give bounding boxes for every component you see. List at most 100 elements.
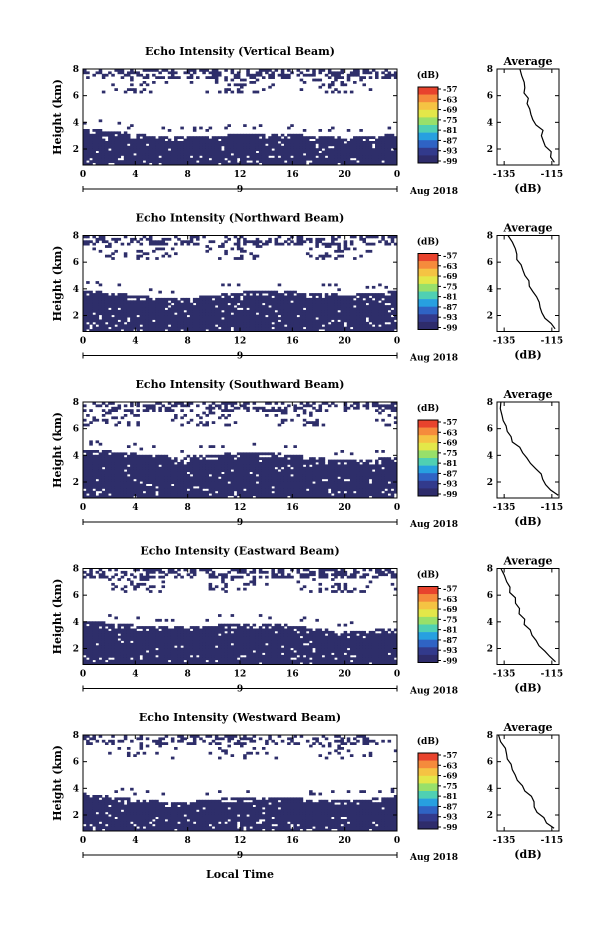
heatmap-cell	[227, 162, 231, 166]
heatmap-cell	[218, 297, 222, 301]
heatmap-cell	[236, 459, 241, 463]
heatmap-cell	[155, 150, 159, 154]
heatmap-cell	[271, 153, 275, 156]
heatmap-cell	[227, 88, 231, 91]
heatmap-cell	[299, 237, 304, 241]
heatmap-cell	[324, 305, 329, 308]
heatmap-cell	[236, 471, 241, 475]
heatmap-cell	[255, 242, 260, 246]
heatmap-cell	[183, 300, 188, 304]
heatmap-cell	[98, 319, 103, 323]
colorbar-tick-label: -75	[443, 281, 457, 291]
heatmap-cell	[164, 150, 169, 154]
heatmap-cell	[299, 78, 304, 82]
heatmap-cell	[148, 141, 153, 144]
heatmap-cell	[161, 457, 166, 460]
heatmap-cell	[167, 469, 172, 472]
heatmap-cell	[133, 312, 137, 316]
heatmap-cell	[98, 324, 103, 328]
heatmap-cell	[148, 150, 153, 154]
heatmap-cell	[152, 160, 156, 163]
heatmap-cell	[161, 157, 166, 161]
heatmap-cell	[221, 466, 225, 470]
heatmap-cell	[218, 481, 222, 484]
heatmap-cell	[287, 138, 291, 142]
heatmap-cell	[111, 131, 115, 135]
heatmap-cell	[255, 314, 260, 318]
heatmap-cell	[218, 488, 222, 492]
heatmap-cell	[221, 150, 225, 154]
heatmap-cell	[167, 326, 172, 330]
panel-1: Echo Intensity (Vertical Beam)2468Height…	[51, 45, 563, 197]
heatmap-cell	[164, 141, 169, 144]
heatmap-cell	[114, 240, 118, 244]
heatmap-cell	[321, 488, 326, 492]
heatmap-cell	[164, 155, 169, 159]
heatmap-cell	[148, 404, 153, 408]
heatmap-cell	[224, 321, 228, 325]
heatmap-cell	[167, 155, 172, 159]
heatmap-cell	[233, 454, 238, 458]
colorbar-tick-label: -57	[443, 84, 457, 94]
heatmap-cell	[252, 483, 257, 487]
heatmap-cell	[92, 457, 96, 460]
heatmap-cell	[280, 476, 285, 480]
heatmap-cell	[258, 324, 263, 328]
heatmap-cell	[299, 143, 304, 147]
heatmap-cell	[174, 466, 178, 470]
heatmap-cell	[177, 402, 181, 405]
heatmap-cell	[174, 157, 178, 161]
heatmap-cell	[258, 314, 263, 318]
heatmap-cell	[353, 307, 357, 311]
heatmap-cell	[192, 150, 197, 154]
heatmap-cell	[104, 145, 109, 149]
heatmap-cell	[189, 162, 194, 166]
heatmap-cell	[133, 319, 137, 323]
heatmap-cell	[224, 490, 228, 494]
heatmap-cell	[95, 312, 100, 316]
heatmap-cell	[186, 493, 191, 496]
heatmap-cell	[167, 486, 172, 489]
heatmap-cell	[104, 141, 109, 144]
heatmap-cell	[136, 495, 140, 499]
heatmap-cell	[353, 257, 357, 260]
heatmap-cell	[265, 324, 269, 328]
heatmap-cell	[95, 305, 100, 308]
heatmap-cell	[189, 402, 194, 405]
heatmap-cell	[349, 143, 354, 147]
heatmap-cell	[126, 324, 131, 328]
heatmap-cell	[170, 469, 175, 472]
heatmap-cell	[123, 143, 128, 147]
heatmap-cell	[274, 312, 279, 316]
heatmap-cell	[130, 312, 134, 316]
heatmap-cell	[368, 157, 373, 161]
heatmap-cell	[324, 486, 329, 489]
heatmap-cell	[340, 138, 345, 142]
heatmap-cell	[318, 474, 323, 477]
heatmap-cell	[126, 300, 131, 304]
heatmap-cell	[359, 297, 363, 301]
heatmap-cell	[346, 162, 351, 166]
heatmap-cell	[199, 148, 203, 151]
heatmap-cell	[205, 469, 209, 472]
heatmap-cell	[346, 295, 351, 299]
heatmap-cell	[240, 83, 244, 87]
heatmap-cell	[174, 495, 178, 499]
heatmap-cell	[95, 454, 100, 458]
heatmap-cell	[365, 305, 370, 308]
heatmap-cell	[277, 466, 282, 470]
heatmap-cell	[158, 495, 162, 499]
heatmap-cell	[265, 162, 269, 166]
heatmap-cell	[299, 295, 304, 299]
heatmap-cell	[170, 300, 175, 304]
heatmap-cell	[252, 321, 257, 325]
heatmap-cell	[214, 469, 219, 472]
heatmap-cell	[83, 317, 87, 320]
heatmap-cell	[152, 150, 156, 154]
heatmap-cell	[186, 300, 191, 304]
heatmap-cell	[202, 153, 206, 156]
heatmap-cell	[214, 317, 219, 320]
heatmap-cell	[214, 69, 219, 72]
heatmap-cell	[145, 257, 150, 260]
heatmap-cell	[104, 469, 109, 472]
